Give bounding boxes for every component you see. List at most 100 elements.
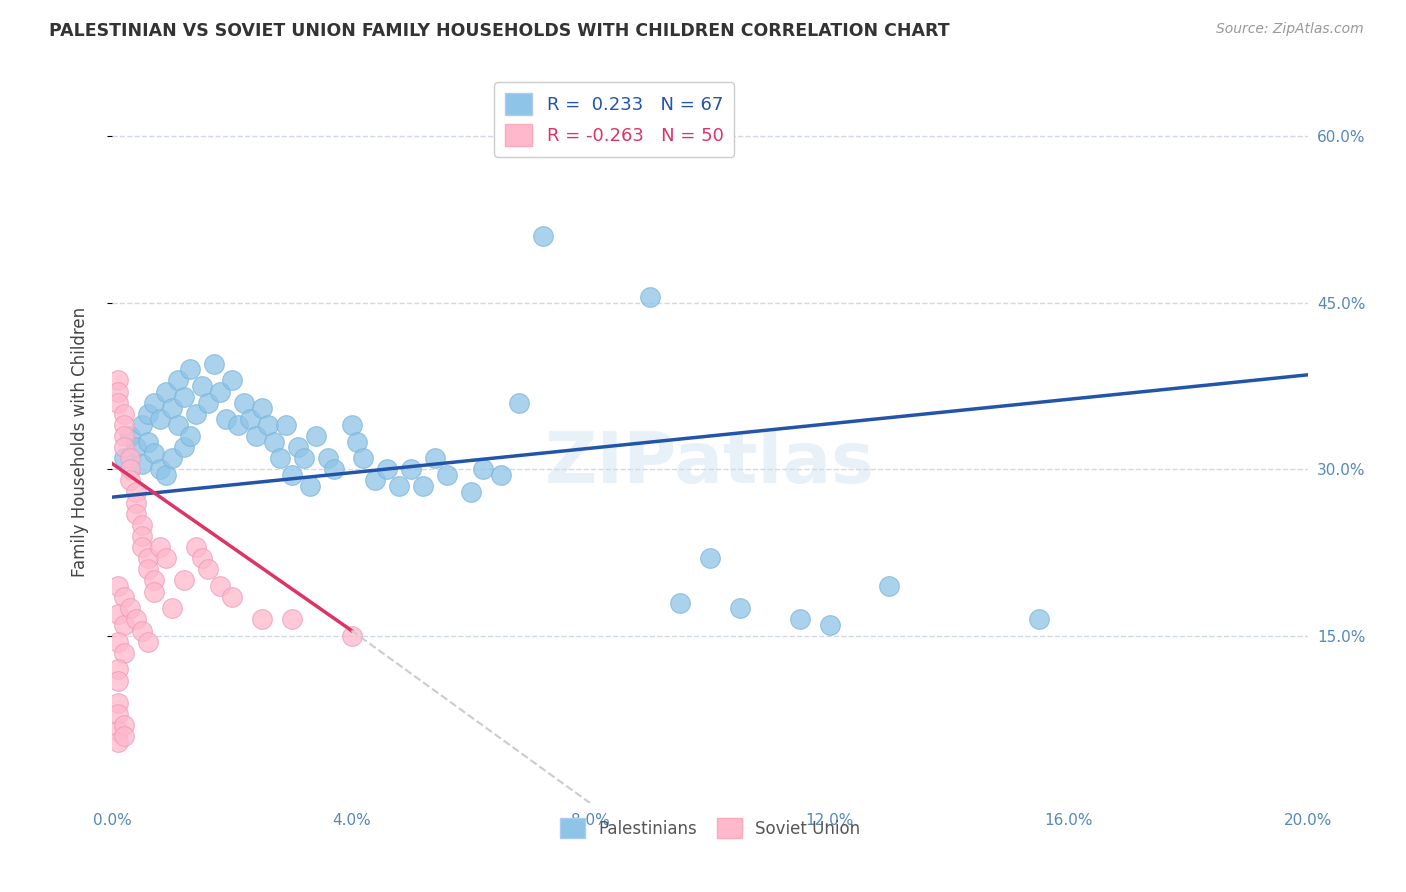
Point (107, 723, 129, 738)
Point (322, 462, 344, 476)
Point (120, 462, 142, 476)
Text: ZIPatlas: ZIPatlas (546, 429, 875, 498)
Point (879, 579, 901, 593)
Point (131, 457, 153, 471)
Point (155, 467, 177, 482)
Point (640, 290, 662, 304)
Point (436, 467, 458, 482)
Point (107, 607, 129, 621)
Point (120, 451, 142, 466)
Point (114, 417, 135, 432)
Point (143, 395, 166, 409)
Point (138, 562, 160, 576)
Point (114, 440, 135, 454)
Point (162, 451, 183, 466)
Point (292, 451, 315, 466)
Point (114, 618, 135, 632)
Point (209, 579, 232, 593)
Point (114, 429, 135, 443)
Point (143, 574, 166, 588)
Point (250, 612, 273, 626)
Point (179, 429, 201, 443)
Point (346, 434, 368, 449)
Point (107, 634, 129, 648)
Point (173, 574, 195, 588)
Point (245, 429, 267, 443)
Point (131, 417, 153, 432)
Point (191, 551, 214, 566)
Point (728, 601, 751, 615)
Point (107, 734, 129, 748)
Point (412, 479, 434, 493)
Point (377, 462, 399, 476)
Point (364, 474, 387, 488)
Point (107, 395, 129, 409)
Point (143, 584, 166, 599)
Point (149, 540, 172, 554)
Point (107, 373, 129, 387)
Point (114, 590, 135, 604)
Point (138, 634, 160, 648)
Point (281, 612, 304, 626)
Point (197, 562, 219, 576)
Point (257, 417, 280, 432)
Point (340, 629, 363, 643)
Point (167, 373, 190, 387)
Point (401, 462, 423, 476)
Legend: Palestinians, Soviet Union: Palestinians, Soviet Union (553, 812, 868, 845)
Point (425, 451, 447, 466)
Point (138, 407, 160, 421)
Point (531, 228, 554, 243)
Point (274, 417, 297, 432)
Point (215, 412, 238, 426)
Point (107, 579, 129, 593)
Point (287, 440, 309, 454)
Point (669, 596, 692, 610)
Point (508, 395, 530, 409)
Point (125, 496, 148, 510)
Point (472, 462, 495, 476)
Point (125, 484, 148, 499)
Point (173, 390, 195, 404)
Point (131, 517, 153, 532)
Point (131, 624, 153, 638)
Point (179, 362, 201, 376)
Point (209, 384, 232, 399)
Point (789, 612, 811, 626)
Point (263, 434, 285, 449)
Point (120, 429, 142, 443)
Point (107, 673, 129, 688)
Point (353, 451, 375, 466)
Point (186, 540, 208, 554)
Point (125, 612, 148, 626)
Point (107, 662, 129, 676)
Point (120, 474, 142, 488)
Point (114, 407, 135, 421)
Point (107, 384, 129, 399)
Point (131, 540, 153, 554)
Point (149, 412, 172, 426)
Text: Source: ZipAtlas.com: Source: ZipAtlas.com (1216, 22, 1364, 37)
Point (316, 451, 339, 466)
Point (460, 484, 482, 499)
Point (250, 401, 273, 416)
Point (221, 590, 243, 604)
Point (107, 706, 129, 721)
Point (226, 417, 249, 432)
Point (489, 467, 512, 482)
Point (197, 395, 219, 409)
Point (143, 445, 166, 459)
Point (221, 373, 243, 387)
Point (191, 379, 214, 393)
Point (305, 429, 328, 443)
Point (388, 479, 411, 493)
Point (155, 384, 177, 399)
Point (107, 696, 129, 710)
Point (114, 729, 135, 743)
Point (114, 451, 135, 466)
Point (162, 601, 183, 615)
Point (239, 412, 262, 426)
Point (125, 440, 148, 454)
Point (699, 551, 721, 566)
Point (149, 462, 172, 476)
